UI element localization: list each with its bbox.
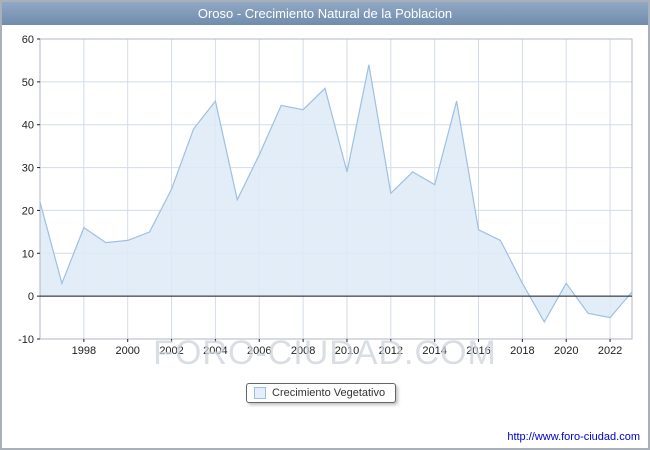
x-tick-label: 2006: [247, 345, 271, 357]
chart-legend: Crecimiento Vegetativo: [246, 383, 397, 403]
x-tick-label: 2016: [466, 345, 490, 357]
legend-swatch-icon: [254, 387, 266, 399]
legend-label: Crecimiento Vegetativo: [272, 387, 386, 399]
chart-title-bar: Oroso - Crecimiento Natural de la Poblac…: [2, 2, 648, 25]
x-tick-label: 2010: [335, 345, 359, 357]
y-tick-label: 10: [22, 248, 34, 260]
x-tick-label: 2012: [379, 345, 403, 357]
y-tick-label: 30: [22, 163, 34, 175]
series-area: [40, 64, 632, 322]
x-tick-label: 2022: [598, 345, 622, 357]
x-tick-label: 1998: [72, 345, 96, 357]
x-tick-label: 2018: [510, 345, 534, 357]
y-tick-label: -10: [18, 334, 34, 346]
y-tick-label: 50: [22, 77, 34, 89]
y-tick-label: 20: [22, 205, 34, 217]
x-tick-label: 2002: [159, 345, 183, 357]
x-tick-label: 2004: [203, 345, 227, 357]
x-tick-label: 2020: [554, 345, 578, 357]
footer-link[interactable]: http://www.foro-ciudad.com: [507, 431, 640, 443]
axis-ticks: -10 0 10 20 30 40 50 60 1998 2000 2002 2004 2006 2008…: [18, 34, 622, 357]
x-tick-label: 2014: [422, 345, 446, 357]
y-tick-label: 40: [22, 120, 34, 132]
series-line: [39, 64, 633, 324]
x-tick-label: 2000: [115, 345, 139, 357]
y-tick-label: 0: [28, 291, 34, 303]
x-tick-label: 2008: [291, 345, 315, 357]
y-tick-label: 60: [22, 34, 34, 46]
chart-title: Oroso - Crecimiento Natural de la Poblac…: [197, 6, 453, 21]
plot-border: [39, 38, 633, 340]
